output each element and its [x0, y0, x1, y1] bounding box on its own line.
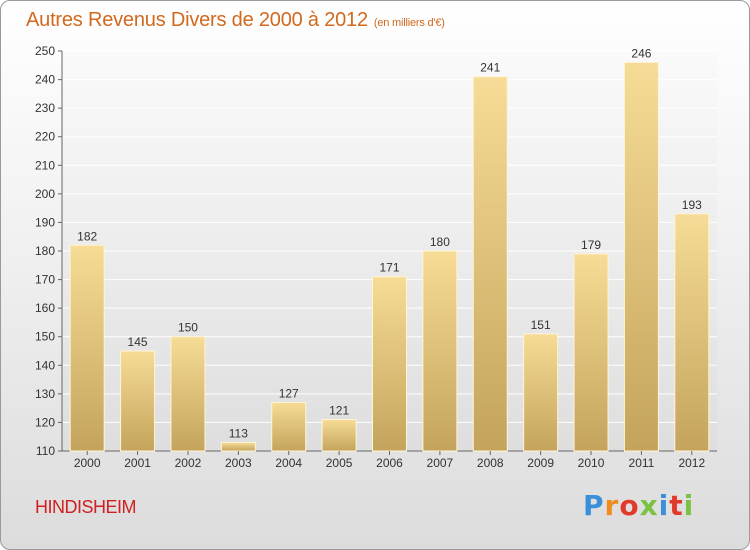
y-tick-label: 180 [35, 244, 55, 258]
x-tick-label: 2003 [225, 456, 252, 470]
y-tick-label: 190 [35, 215, 55, 229]
bar [271, 401, 307, 452]
bar-value-label: 127 [279, 386, 299, 400]
y-tick-label: 150 [35, 330, 55, 344]
bar [623, 61, 659, 452]
y-tick-label: 230 [35, 101, 55, 115]
y-tick-label: 250 [35, 44, 55, 58]
bar [472, 76, 508, 452]
x-tick-label: 2010 [578, 456, 605, 470]
y-tick-label: 130 [35, 387, 55, 401]
bar [69, 244, 105, 452]
logo-letter: o [619, 489, 640, 522]
x-tick-label: 2008 [477, 456, 504, 470]
bar [321, 419, 357, 452]
x-tick-label: 2000 [74, 456, 101, 470]
logo-letter: i [658, 489, 670, 522]
bar-value-label: 113 [229, 426, 248, 440]
bar-value-label: 246 [631, 46, 651, 60]
logo-letter: t [669, 489, 684, 522]
x-tick-label: 2007 [427, 456, 454, 470]
y-tick-label: 140 [35, 358, 55, 372]
bar-value-label: 150 [178, 321, 198, 335]
bar-value-label: 171 [379, 261, 399, 275]
bar-value-label: 151 [531, 318, 551, 332]
x-tick-label: 2011 [629, 456, 655, 470]
y-tick-label: 240 [35, 73, 55, 87]
bar [170, 336, 206, 452]
bar [372, 276, 407, 452]
bar-value-label: 179 [581, 238, 601, 252]
bar [674, 213, 710, 452]
x-tick-label: 2012 [678, 456, 705, 470]
bar [220, 441, 256, 452]
x-tick-label: 2005 [326, 456, 353, 470]
bar-value-label: 193 [682, 198, 702, 212]
x-tick-label: 2001 [124, 456, 151, 470]
x-tick-label: 2009 [527, 456, 554, 470]
y-tick-label: 200 [35, 187, 55, 201]
y-tick-label: 160 [35, 301, 55, 315]
y-tick-label: 120 [35, 415, 55, 429]
y-tick-label: 220 [35, 130, 55, 144]
bar-value-label: 121 [329, 404, 349, 418]
bar-value-label: 180 [430, 235, 450, 249]
bar [523, 333, 559, 452]
logo-letter: i [683, 489, 695, 522]
logo-letter: P [583, 489, 605, 522]
bar-value-label: 182 [77, 229, 97, 243]
logo-letter: x [639, 489, 659, 522]
y-tick-label: 170 [35, 273, 55, 287]
y-tick-label: 110 [36, 444, 55, 458]
x-tick-label: 2004 [275, 456, 302, 470]
bar-value-label: 145 [128, 335, 148, 349]
city-name: HINDISHEIM [35, 497, 137, 517]
logo-letter: r [604, 489, 620, 522]
chart-title: Autres Revenus Divers de 2000 à 2012 (en … [26, 9, 445, 32]
proxiti-logo: Proxiti [583, 489, 694, 522]
chart-subtitle: (en milliers d'€) [373, 17, 445, 29]
x-tick-label: 2002 [175, 456, 202, 470]
x-tick-label: 2006 [376, 456, 403, 470]
bar [573, 253, 609, 452]
bar [422, 250, 458, 452]
chart-title-text: Autres Revenus Divers de 2000 à 2012 [26, 9, 368, 31]
bar-value-label: 241 [480, 61, 500, 75]
y-tick-label: 210 [35, 158, 55, 172]
bar [120, 350, 156, 452]
